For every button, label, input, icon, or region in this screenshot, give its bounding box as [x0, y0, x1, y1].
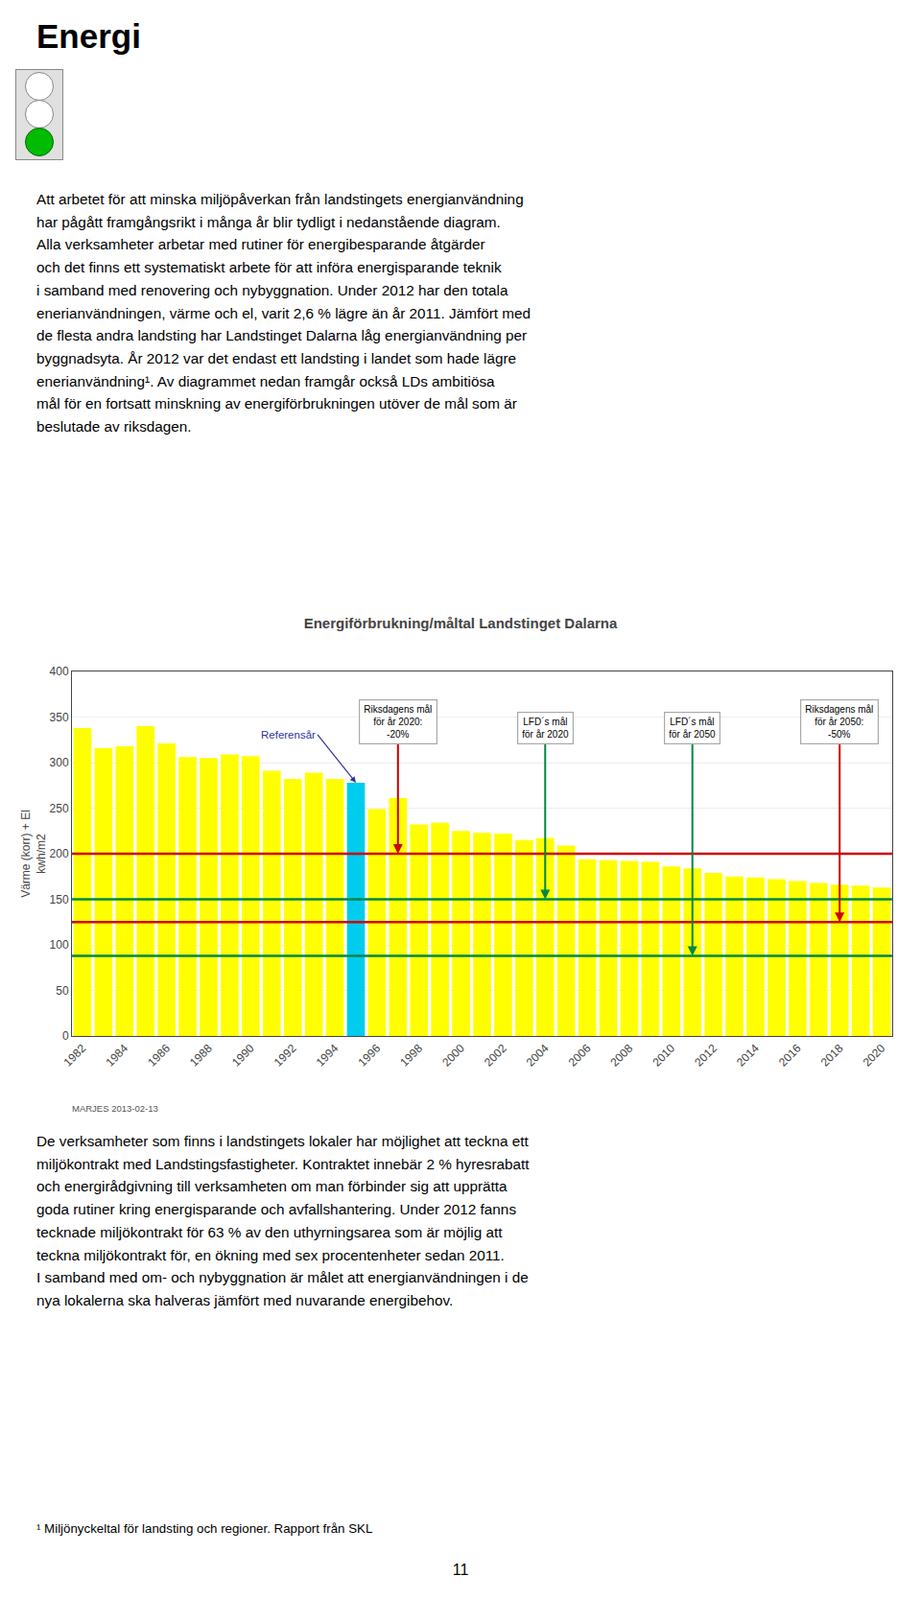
svg-text:50: 50 — [55, 984, 70, 998]
html-text:MARJES 2013-02-13: MARJES 2013-02-13 — [71, 1103, 159, 1114]
svg-text:2006: 2006 — [566, 1041, 594, 1070]
svg-text:2008: 2008 — [608, 1041, 637, 1070]
html-text:De verksamheter som finns i la: De verksamheter som finns i landstingets… — [36, 1133, 530, 1309]
svg-text:1990: 1990 — [229, 1041, 258, 1070]
svg-text:250: 250 — [49, 802, 70, 816]
svg-text:LFD´s målför år 2020: LFD´s målför år 2020 — [521, 716, 569, 740]
svg-text:1998: 1998 — [397, 1041, 426, 1070]
svg-text:1982: 1982 — [61, 1041, 90, 1070]
svg-text:150: 150 — [49, 893, 70, 907]
svg-text:1984: 1984 — [102, 1041, 131, 1070]
svg-text:2004: 2004 — [523, 1041, 552, 1070]
svg-text:1994: 1994 — [313, 1041, 342, 1070]
svg-text:LFD´s målför år 2050: LFD´s målför år 2050 — [668, 716, 716, 740]
svg-text:2000: 2000 — [439, 1041, 468, 1070]
svg-text:Referensår: Referensår — [260, 729, 316, 741]
svg-text:2018: 2018 — [818, 1041, 847, 1070]
svg-text:Riksdagens målför år 2050:-50%: Riksdagens målför år 2050:-50% — [804, 704, 874, 740]
svg-text:0: 0 — [62, 1029, 70, 1043]
svg-text:1992: 1992 — [271, 1041, 300, 1070]
svg-text:2014: 2014 — [733, 1041, 762, 1070]
svg-text:1986: 1986 — [144, 1041, 173, 1070]
svg-text:1996: 1996 — [354, 1041, 383, 1070]
html-text:Energi: Energi — [36, 17, 141, 55]
svg-text:Riksdagens målför år 2020:-20%: Riksdagens målför år 2020:-20% — [363, 704, 432, 740]
html-text:¹ Miljönyckeltal för landsting: ¹ Miljönyckeltal för landsting och regio… — [36, 1521, 373, 1536]
svg-text:2010: 2010 — [649, 1041, 678, 1070]
svg-text:1988: 1988 — [187, 1041, 215, 1070]
svg-text:Energiförbrukning/måltal Lands: Energiförbrukning/måltal Landstinget Dal… — [304, 614, 618, 632]
svg-text:350: 350 — [49, 710, 70, 725]
svg-text:2012: 2012 — [691, 1041, 720, 1070]
svg-text:200: 200 — [49, 847, 70, 861]
html-text:Att arbetet för att minska mil: Att arbetet för att minska miljöpåverkan… — [36, 190, 531, 435]
svg-text:2016: 2016 — [776, 1041, 804, 1070]
svg-text:300: 300 — [49, 755, 70, 770]
svg-text:400: 400 — [49, 664, 70, 679]
svg-text:2002: 2002 — [481, 1041, 510, 1070]
svg-text:100: 100 — [49, 938, 70, 952]
svg-text:2020: 2020 — [860, 1041, 889, 1070]
svg-text:Värme (korr) + Elkwh/m2: Värme (korr) + Elkwh/m2 — [19, 809, 48, 898]
html-text:11: 11 — [452, 1561, 469, 1579]
